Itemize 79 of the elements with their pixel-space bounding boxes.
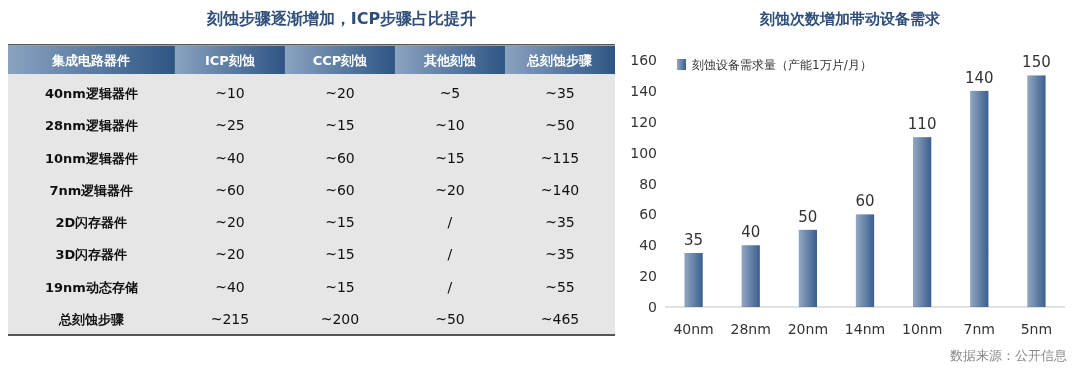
category-label: CCP刻蚀 — [312, 53, 368, 68]
text: ~465 — [540, 310, 580, 327]
text: ~215 — [210, 310, 250, 327]
text: ~50 — [435, 310, 465, 327]
text: ~15 — [435, 149, 465, 166]
bar — [970, 90, 989, 307]
y-tick-label: 40 — [639, 237, 657, 254]
text: ~40 — [215, 149, 245, 166]
text: ~20 — [215, 246, 245, 263]
text: ~200 — [320, 310, 360, 327]
chart-title: 刻蚀次数增加带动设备需求 — [759, 10, 941, 28]
bar — [798, 229, 817, 307]
text: ~40 — [215, 278, 245, 295]
y-tick-label: 120 — [630, 113, 657, 130]
category-label: 总刻蚀步骤 — [526, 53, 594, 68]
text: 刻蚀步骤逐渐增加，ICP步骤占比提升 — [205, 9, 477, 28]
text: ~115 — [540, 149, 580, 166]
text: ~55 — [545, 278, 575, 295]
text: ~15 — [325, 214, 355, 231]
y-tick-label: 160 — [630, 52, 657, 68]
x-tick-label: 40nm — [673, 321, 714, 337]
source-note: 数据来源：公开信息 — [950, 348, 1067, 363]
data-label: 40 — [741, 223, 761, 242]
category-label: 其他刻蚀 — [422, 53, 476, 68]
x-tick-label: 10nm — [901, 321, 943, 337]
text: ~5 — [439, 85, 461, 102]
y-tick-label: 0 — [648, 299, 657, 315]
text: ~20 — [435, 181, 465, 198]
category-label: 总刻蚀步骤 — [58, 311, 124, 327]
text: 集成电路器件 — [51, 53, 131, 68]
data-label: 110 — [907, 115, 937, 134]
text: ~60 — [325, 149, 355, 166]
x-tick-label: 20nm — [787, 321, 829, 337]
text: ~35 — [545, 246, 575, 263]
y-tick-label: 140 — [630, 82, 657, 99]
category-label: 3D闪存器件 — [55, 247, 128, 263]
x-tick-label: 7nm — [963, 321, 995, 337]
x-tick-label: 28nm — [730, 321, 771, 337]
text: / — [447, 278, 453, 295]
category-label: 2D闪存器件 — [55, 215, 128, 231]
category-label: ICP刻蚀 — [204, 53, 255, 68]
text: ~60 — [325, 181, 355, 198]
text: ~60 — [215, 181, 245, 198]
x-tick-label: 14nm — [844, 321, 886, 337]
y-tick-label: 100 — [630, 144, 657, 161]
data-label: 50 — [798, 207, 818, 226]
bar — [855, 214, 875, 307]
bar — [1027, 75, 1046, 307]
category-label: 10nm逻辑器件 — [45, 150, 138, 166]
bar — [913, 137, 932, 307]
text: ~15 — [325, 246, 355, 263]
text: ~15 — [325, 117, 355, 134]
text: ~20 — [215, 214, 245, 231]
category-label: 19nm动态存储 — [45, 279, 138, 295]
bar — [741, 245, 760, 307]
text: / — [447, 214, 453, 231]
bar — [684, 252, 703, 307]
text: ~10 — [435, 117, 465, 134]
category-label: 28nm逻辑器件 — [45, 118, 138, 134]
y-tick-label: 20 — [639, 268, 657, 285]
text: ~25 — [215, 117, 245, 134]
data-label: 150 — [1022, 53, 1051, 72]
y-tick-label: 80 — [639, 175, 657, 192]
text: ~140 — [540, 181, 580, 198]
text: ~15 — [325, 278, 355, 295]
data-label: 140 — [964, 68, 994, 87]
text: ~10 — [215, 85, 245, 102]
category-label: 7nm逻辑器件 — [49, 182, 134, 198]
text: ~50 — [545, 117, 575, 134]
category-label: 40nm逻辑器件 — [45, 86, 138, 102]
text: ~20 — [325, 85, 355, 102]
y-tick-label: 60 — [639, 206, 657, 223]
legend-label: 刻蚀设备需求量（产能1万片/月） — [692, 58, 872, 72]
x-tick-label: 5nm — [1020, 321, 1053, 337]
text: / — [447, 246, 453, 263]
data-label: 35 — [684, 230, 704, 249]
text: ~35 — [545, 85, 575, 102]
data-label: 60 — [855, 192, 875, 211]
text: ~35 — [545, 214, 575, 231]
